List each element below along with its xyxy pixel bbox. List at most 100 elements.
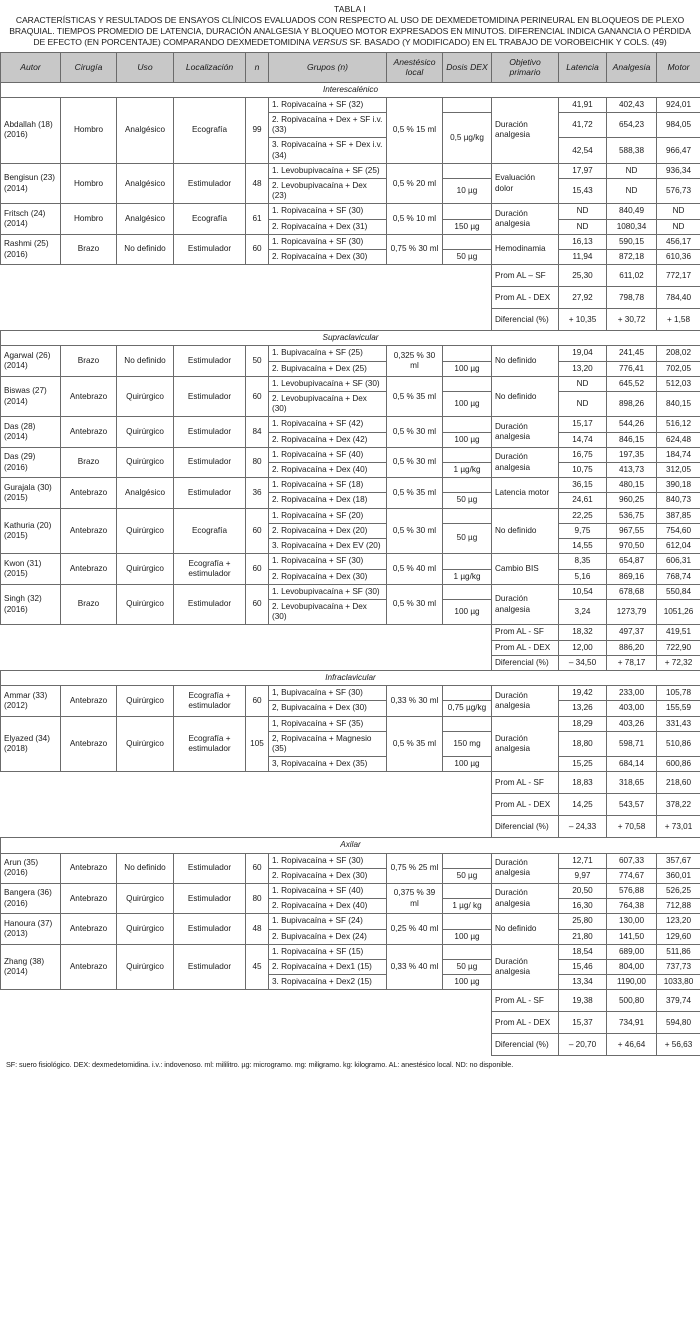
cell-dosis-dex: 50 µg bbox=[442, 492, 492, 509]
cell-dosis-dex: 50 µg bbox=[442, 522, 492, 555]
column-header-uso: Uso bbox=[116, 51, 174, 83]
cell-analgesia: 403,00 bbox=[606, 700, 657, 717]
cell-motor: 754,60 bbox=[656, 522, 700, 540]
cell-dosis-dex bbox=[442, 416, 492, 433]
cell-anestesico-local: 0,33 % 30 ml bbox=[386, 685, 443, 717]
summary-label: Prom AL - DEX bbox=[491, 793, 559, 817]
cell-localizacion: Estimulador bbox=[173, 583, 246, 626]
cell-anestesico-local: 0,5 % 20 ml bbox=[386, 162, 443, 205]
cell-motor: 331,43 bbox=[656, 715, 700, 732]
cell-dosis-dex bbox=[442, 375, 492, 393]
cell-analgesia: 413,73 bbox=[606, 462, 657, 479]
cell-uso: Quirúrgico bbox=[116, 913, 174, 945]
cell-analgesia: ND bbox=[606, 178, 657, 205]
cell-latencia: 16,30 bbox=[558, 898, 607, 915]
cell-latencia: 13,26 bbox=[558, 700, 607, 717]
cell-grupo: 2. Ropivacaína + Dex (18) bbox=[268, 492, 387, 509]
cell-author: Zhang (38) (2014) bbox=[0, 943, 61, 991]
cell-cirugia: Antebrazo bbox=[60, 852, 117, 884]
cell-analgesia: 598,71 bbox=[606, 730, 657, 758]
summary-analgesia: + 30,72 bbox=[606, 308, 657, 332]
cell-n: 84 bbox=[245, 416, 269, 448]
cell-analgesia: 684,14 bbox=[606, 756, 657, 773]
cell-grupo: 1. Ropivacaína + SF (40) bbox=[268, 446, 387, 464]
cell-motor: 516,12 bbox=[656, 416, 700, 433]
cell-uso: No definido bbox=[116, 233, 174, 266]
section-label-infraclavicular: Infraclavicular bbox=[0, 669, 700, 687]
cell-grupo: 1. Ropivacaína + SF (30) bbox=[268, 852, 387, 869]
cell-n: 99 bbox=[245, 96, 269, 164]
table-number: TABLA I bbox=[334, 4, 366, 14]
summary-row: Prom AL - SF 18,32 497,37 419,51 bbox=[0, 624, 700, 671]
cell-uso: No definido bbox=[116, 852, 174, 884]
cell-anestesico-local: 0,5 % 15 ml bbox=[386, 96, 443, 164]
cell-dosis-dex: 0,75 µg/kg bbox=[442, 700, 492, 717]
cell-grupo: 3. Ropivacaína + Dex EV (20) bbox=[268, 538, 387, 555]
study-row: Rashmi (25) (2016) Brazo No definido Estimu… bbox=[0, 233, 700, 266]
cell-n: 80 bbox=[245, 882, 269, 915]
study-row: Singh (32) (2016) Brazo Quirúrgico Estimula… bbox=[0, 583, 700, 626]
cell-dosis-dex: 1 µg/ kg bbox=[442, 898, 492, 915]
cell-motor: 390,18 bbox=[656, 477, 700, 494]
cell-motor: 105,78 bbox=[656, 685, 700, 702]
cell-grupo: 1. Levobupivacaína + SF (30) bbox=[268, 375, 387, 393]
cell-grupo: 2. Ropivacaína + Dex (40) bbox=[268, 462, 387, 479]
summary-row: Diferencial (%) – 24,33 + 70,58 + 73,01 bbox=[1, 815, 700, 839]
summary-motor: 722,90 bbox=[656, 639, 700, 656]
summary-row: Diferencial (%) – 34,50 + 78,17 + 72,32 bbox=[1, 654, 700, 671]
cell-latencia: 16,13 bbox=[558, 233, 607, 251]
cell-uso: Quirúrgico bbox=[116, 375, 174, 418]
cell-latencia: 14,74 bbox=[558, 431, 607, 448]
cell-anestesico-local: 0,5 % 10 ml bbox=[386, 203, 443, 235]
cell-localizacion: Ecografía + estimulador bbox=[173, 715, 246, 773]
summary-analgesia: 497,37 bbox=[606, 624, 657, 641]
cell-motor: 924,01 bbox=[656, 96, 700, 114]
cell-uso: Analgésico bbox=[116, 162, 174, 205]
study-row: 3, Ropivacaína + Dex (35) 100 µg 15,25 684,… bbox=[1, 756, 700, 773]
cell-uso: Quirúrgico bbox=[116, 882, 174, 915]
study-row: Fritsch (24) (2014) Hombro Analgésico Ecogr… bbox=[0, 203, 700, 235]
cell-grupo: 2, Ropivacaína + Magnesio (35) bbox=[268, 730, 387, 758]
summary-label: Diferencial (%) bbox=[491, 815, 559, 839]
cell-grupo: 1. Ropivacaína + SF (18) bbox=[268, 477, 387, 494]
column-header-anestesico: Anestésico local bbox=[386, 51, 443, 83]
cell-cirugia: Hombro bbox=[60, 96, 117, 164]
summary-row: Diferencial (%) + 10,35 + 30,72 + 1,58 bbox=[1, 308, 700, 332]
cell-author: Kwon (31) (2015) bbox=[0, 553, 61, 585]
table-caption: TABLA I CARACTERÍSTICAS Y RESULTADOS DE … bbox=[0, 0, 700, 52]
cell-latencia: 25,80 bbox=[558, 913, 607, 930]
cell-n: 60 bbox=[245, 685, 269, 717]
cell-motor: 357,67 bbox=[656, 852, 700, 869]
cell-anestesico-local: 0,5 % 30 ml bbox=[386, 446, 443, 479]
cell-latencia: 5,16 bbox=[558, 568, 607, 585]
cell-dosis-dex: 0,5 µg/kg bbox=[442, 112, 492, 164]
cell-anestesico-local: 0,5 % 35 ml bbox=[386, 715, 443, 773]
summary-analgesia: 798,78 bbox=[606, 286, 657, 310]
table-header-row: Autor Cirugía Uso Localización n Grupos … bbox=[0, 51, 700, 83]
cell-grupo: 2. Levobupivacaína + Dex (30) bbox=[268, 598, 387, 626]
cell-dosis-dex bbox=[442, 203, 492, 220]
column-header-cirugia: Cirugía bbox=[60, 51, 117, 83]
study-row: Das (29) (2016) Brazo Quirúrgico Estimulado… bbox=[0, 446, 700, 479]
cell-analgesia: 764,38 bbox=[606, 898, 657, 915]
cell-dosis-dex bbox=[442, 233, 492, 251]
cell-dosis-dex: 50 µg bbox=[442, 958, 492, 976]
cell-localizacion: Estimulador bbox=[173, 882, 246, 915]
cell-analgesia: 241,45 bbox=[606, 345, 657, 362]
cell-anestesico-local: 0,75 % 25 ml bbox=[386, 852, 443, 884]
cell-dosis-dex: 150 µg bbox=[442, 218, 492, 235]
cell-objetivo-primario: Duración analgesia bbox=[491, 715, 559, 773]
cell-n: 45 bbox=[245, 943, 269, 991]
cell-anestesico-local: 0,5 % 30 ml bbox=[386, 507, 443, 555]
cell-grupo: 2. Bupivacaína + Dex (25) bbox=[268, 360, 387, 377]
study-row: Agarwal (26) (2014) Brazo No definido Estim… bbox=[0, 345, 700, 377]
study-row: Zhang (38) (2014) Antebrazo Quirúrgico Esti… bbox=[0, 943, 700, 991]
cell-cirugia: Antebrazo bbox=[60, 375, 117, 418]
cell-localizacion: Estimulador bbox=[173, 852, 246, 884]
clinical-trials-table: Autor Cirugía Uso Localización n Grupos … bbox=[0, 51, 700, 1057]
cell-cirugia: Antebrazo bbox=[60, 913, 117, 945]
summary-blank-area bbox=[0, 771, 492, 838]
cell-dosis-dex: 100 µg bbox=[442, 974, 492, 991]
cell-latencia: 14,55 bbox=[558, 538, 607, 555]
summary-label: Diferencial (%) bbox=[491, 308, 559, 332]
